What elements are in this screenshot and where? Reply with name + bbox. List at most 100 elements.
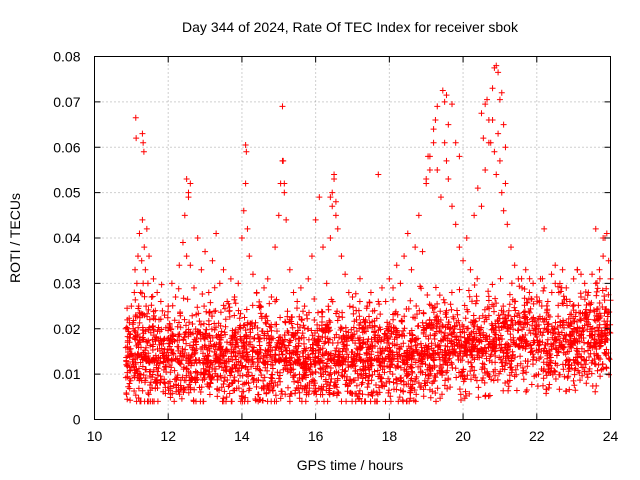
roti-point xyxy=(327,194,334,201)
roti-point xyxy=(235,280,242,287)
roti-point xyxy=(443,157,450,164)
roti-point xyxy=(220,266,227,273)
roti-point xyxy=(425,153,432,160)
roti-point xyxy=(515,275,522,282)
roti-point xyxy=(157,298,164,305)
roti-point xyxy=(130,325,137,332)
roti-point xyxy=(194,235,201,241)
roti-point xyxy=(261,284,268,291)
roti-point xyxy=(231,293,238,300)
roti-point xyxy=(533,293,540,300)
roti-point xyxy=(566,298,573,305)
roti-point xyxy=(132,312,139,319)
roti-point xyxy=(224,298,231,305)
roti-point xyxy=(500,207,507,214)
roti-point xyxy=(305,275,312,282)
data-points xyxy=(122,62,614,359)
roti-point xyxy=(187,180,194,187)
roti-point xyxy=(364,303,371,310)
axis-ticks xyxy=(94,56,611,420)
roti-point xyxy=(415,212,422,219)
roti-point xyxy=(493,171,500,178)
x-tick-label: 24 xyxy=(603,428,619,444)
chart-title: Day 344 of 2024, Rate Of TEC Index for r… xyxy=(182,19,519,35)
roti-point xyxy=(139,216,146,223)
roti-point xyxy=(332,212,339,219)
roti-point xyxy=(176,262,183,269)
roti-point xyxy=(585,289,592,296)
roti-point xyxy=(552,280,559,287)
roti-point xyxy=(437,194,444,201)
roti-point xyxy=(502,180,509,187)
roti-point xyxy=(600,253,607,260)
roti-point xyxy=(434,166,441,173)
roti-point xyxy=(312,216,319,223)
y-tick-label: 0.01 xyxy=(53,366,80,382)
roti-point xyxy=(467,266,474,273)
roti-point xyxy=(286,266,293,273)
roti-point xyxy=(243,148,250,155)
roti-point xyxy=(552,262,559,269)
roti-point xyxy=(156,316,162,323)
roti-point xyxy=(132,266,139,273)
roti-point xyxy=(408,266,415,273)
y-tick-label: 0 xyxy=(73,412,81,428)
roti-point xyxy=(378,284,385,291)
roti-point xyxy=(131,289,138,296)
roti-point xyxy=(401,253,408,260)
roti-point xyxy=(390,284,397,291)
roti-point xyxy=(500,121,507,128)
roti-point xyxy=(589,271,596,278)
roti-point xyxy=(356,298,363,305)
roti-point xyxy=(596,266,603,273)
y-tick-label: 0.02 xyxy=(53,321,80,337)
roti-point xyxy=(338,253,345,260)
roti-point xyxy=(140,139,147,146)
roti-point xyxy=(301,303,308,310)
roti-point xyxy=(172,293,179,300)
roti-point xyxy=(132,114,139,121)
roti-point xyxy=(140,148,147,155)
roti-point xyxy=(423,176,430,183)
roti-point xyxy=(460,257,467,264)
roti-point xyxy=(323,280,330,287)
roti-point xyxy=(519,284,526,291)
roti-point xyxy=(592,280,599,287)
roti-point xyxy=(485,117,492,124)
y-tick-label: 0.07 xyxy=(53,94,80,110)
roti-point xyxy=(279,103,286,110)
roti-point xyxy=(482,166,489,173)
roti-point xyxy=(541,284,548,291)
roti-point xyxy=(432,117,439,124)
roti-point xyxy=(555,289,562,296)
roti-point xyxy=(216,280,223,287)
roti-point xyxy=(179,239,186,246)
roti-point xyxy=(122,325,129,332)
roti-point xyxy=(367,289,374,296)
roti-point xyxy=(452,221,459,228)
roti-point xyxy=(495,130,502,137)
roti-point xyxy=(331,171,338,178)
y-tick-label: 0.04 xyxy=(53,230,80,246)
roti-point xyxy=(246,253,253,260)
roti-point xyxy=(187,262,194,269)
roti-point xyxy=(146,253,153,260)
roti-point xyxy=(574,266,581,273)
roti-point xyxy=(280,157,287,164)
roti-point xyxy=(198,266,205,273)
roti-point xyxy=(484,96,491,103)
roti-point xyxy=(141,244,148,251)
roti-point xyxy=(498,89,505,96)
roti-point xyxy=(502,144,509,151)
roti-point xyxy=(134,253,141,260)
data-points-band xyxy=(122,275,614,405)
roti-point xyxy=(434,103,441,110)
roti-point xyxy=(430,126,437,133)
roti-point xyxy=(537,275,544,282)
roti-point xyxy=(441,139,448,146)
roti-point xyxy=(603,230,610,237)
roti-point xyxy=(124,352,131,359)
roti-point xyxy=(449,203,456,210)
roti-point xyxy=(185,189,192,196)
roti-point xyxy=(146,316,153,323)
